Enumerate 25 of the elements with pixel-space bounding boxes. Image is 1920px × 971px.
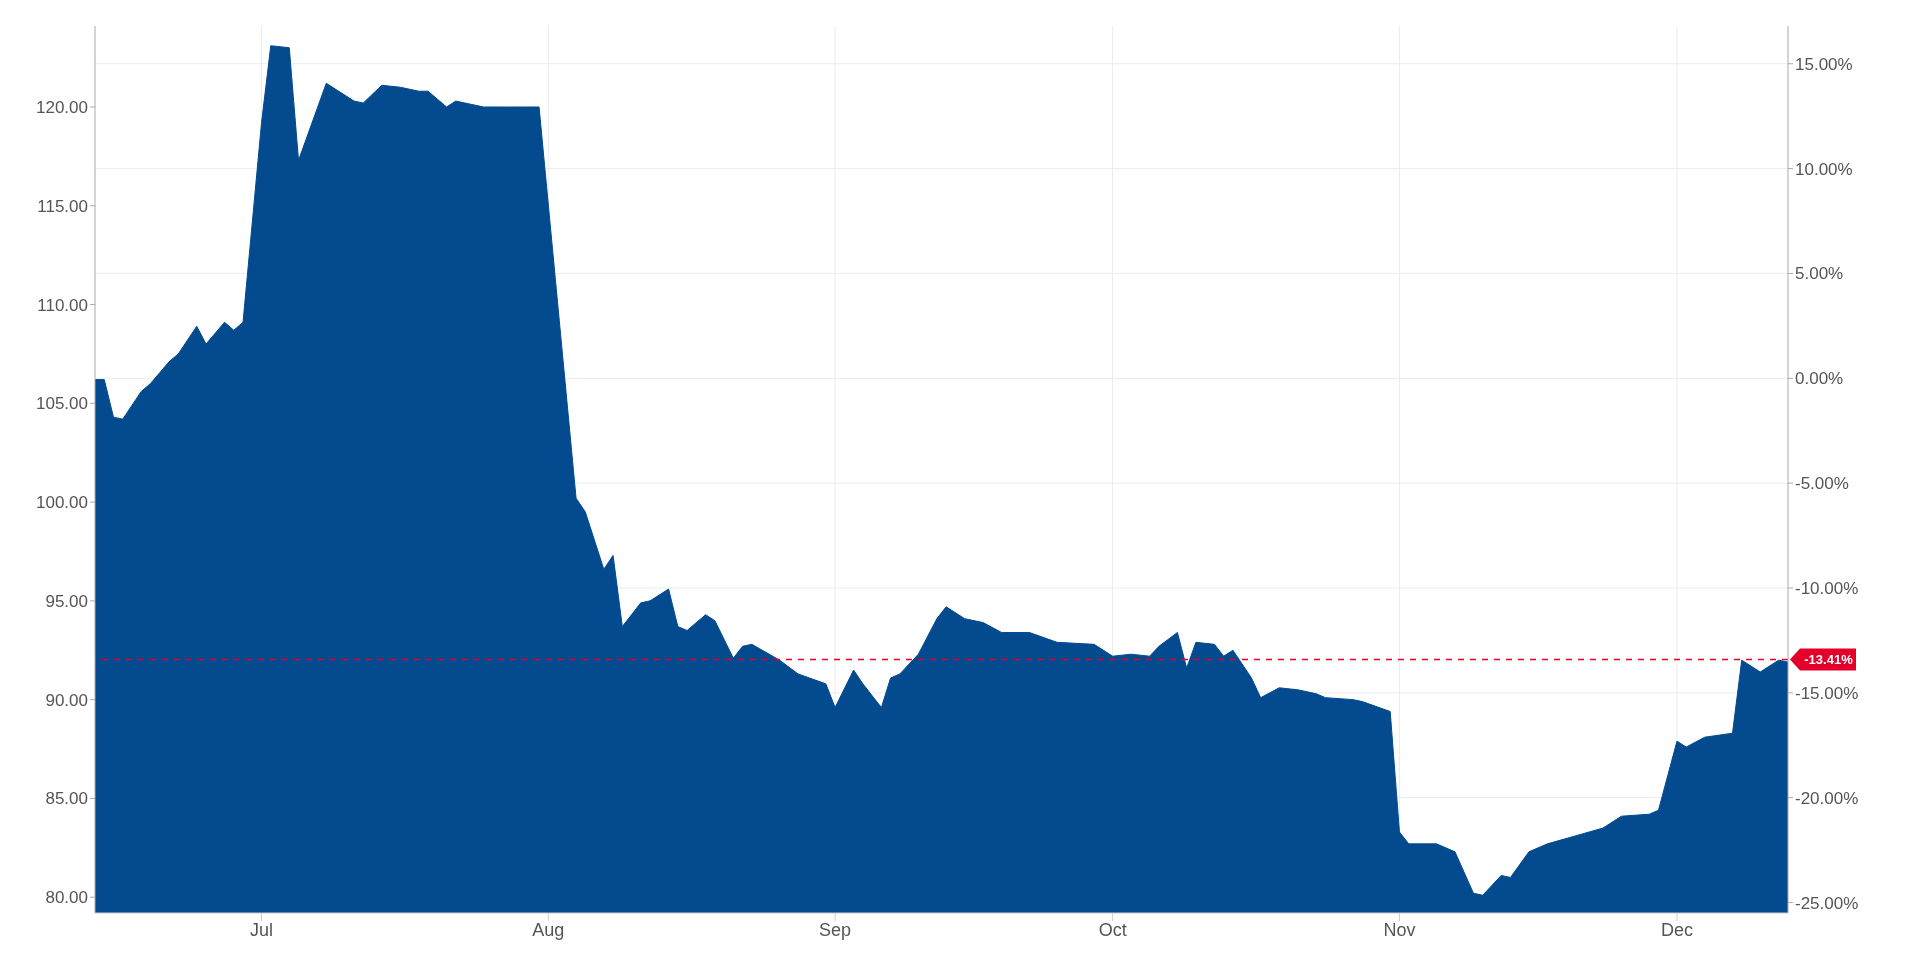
y2-tick-label: -5.00%: [1795, 474, 1849, 494]
x-tick-label: Oct: [1098, 919, 1127, 940]
y2-tick-label: -25.00%: [1795, 893, 1859, 913]
y2-tick-label: 10.00%: [1795, 159, 1853, 179]
y-tick-label: 105.00: [36, 394, 88, 414]
x-tick-label: Dec: [1660, 919, 1693, 940]
y-tick-label: 100.00: [36, 493, 88, 513]
y-tick-label: 115.00: [37, 196, 88, 216]
y-tick-label: 90.00: [45, 690, 88, 710]
x-tick-label: Aug: [532, 919, 565, 940]
y-tick-label: 110.00: [37, 295, 88, 315]
x-tick-label: Nov: [1383, 919, 1416, 940]
x-tick-label: Sep: [819, 919, 852, 940]
y2-tick-label: 0.00%: [1795, 369, 1844, 389]
y-tick-label: 80.00: [45, 888, 88, 908]
ref-line-label: -13.41%: [1804, 652, 1854, 668]
y2-tick-label: 5.00%: [1795, 264, 1844, 284]
y2-tick-label: -15.00%: [1795, 683, 1859, 703]
y-tick-label: 95.00: [45, 591, 88, 611]
y2-tick-label: 15.00%: [1795, 54, 1853, 74]
y2-tick-label: -10.00%: [1795, 579, 1859, 599]
y-tick-label: 85.00: [45, 789, 88, 809]
y-tick-label: 120.00: [36, 98, 88, 118]
x-tick-label: Jul: [250, 919, 274, 940]
y2-tick-label: -20.00%: [1795, 788, 1859, 808]
